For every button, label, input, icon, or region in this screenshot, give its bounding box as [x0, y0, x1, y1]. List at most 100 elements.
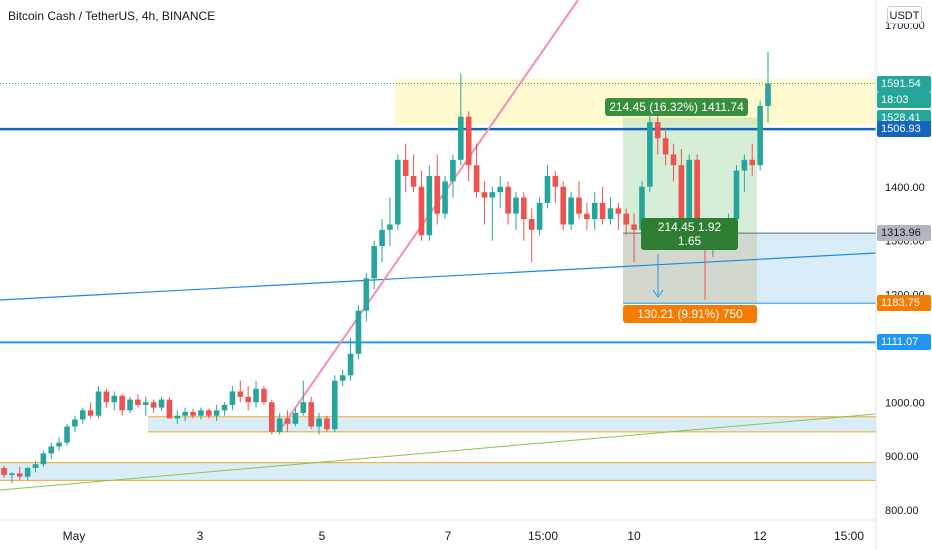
candle-body — [733, 170, 740, 220]
time-tick-label: 15:00 — [528, 529, 558, 543]
price-tick-label: 900.00 — [885, 451, 919, 463]
candle-body — [489, 192, 496, 198]
candle-body — [332, 380, 338, 430]
stop-label: 130.21 (9.91%) 750 — [623, 305, 757, 323]
candle-body — [347, 353, 354, 376]
candle-body — [363, 278, 370, 311]
time-tick-label: 15:00 — [834, 529, 864, 543]
time-tick-label: 10 — [627, 529, 641, 543]
candle-body — [103, 391, 110, 403]
candle-body — [607, 208, 614, 220]
candle-body — [560, 186, 567, 225]
zones-layer — [0, 79, 876, 481]
candle-body — [190, 411, 196, 416]
candle-body — [528, 219, 535, 230]
candle-body — [379, 229, 385, 247]
candle-body — [355, 310, 362, 354]
stop-label-bg — [623, 305, 757, 323]
candle-body — [584, 213, 590, 220]
time-tick-label: 5 — [319, 529, 326, 543]
candle-body — [434, 175, 440, 214]
price-tag: 1506.93 — [877, 121, 931, 138]
zone-box — [0, 462, 876, 481]
candle-body — [300, 402, 307, 414]
candle-body — [324, 418, 330, 430]
candle-body — [521, 197, 527, 220]
candle-body — [670, 154, 677, 166]
candle-body — [395, 159, 401, 225]
candle-body — [16, 473, 23, 477]
price-tag: 1111.07 — [877, 334, 931, 351]
candle-body — [410, 175, 417, 187]
candle-body — [686, 159, 693, 220]
price-tag: 1183.75 — [877, 295, 931, 312]
chart-title: Bitcoin Cash / TetherUS, 4h, BINANCE — [8, 9, 216, 23]
candle-body — [198, 410, 204, 416]
candle-body — [749, 159, 756, 166]
candle-body — [654, 122, 661, 139]
price-tick-label: 1400.00 — [885, 182, 925, 194]
candle-body — [473, 165, 480, 193]
candle-body — [166, 399, 173, 419]
target-label-text: 214.45 (16.32%) 1411.74 — [609, 100, 744, 114]
candle-body — [591, 202, 598, 220]
candle-body — [213, 410, 220, 416]
candle-body — [647, 122, 653, 187]
time-axis-layer: May 3 5 7 15:00 10 12 15:00 — [0, 519, 876, 543]
position-tool-layer: 214.45 (16.32%) 1411.74 214.45 1.921.65 13… — [605, 98, 757, 323]
candle-body — [308, 402, 314, 427]
stop-arrow-head — [652, 289, 664, 298]
candle-body — [371, 246, 377, 279]
risk-reward-label-text: 1.65 — [678, 234, 702, 248]
candle-body — [678, 165, 685, 220]
candle-body — [599, 202, 606, 220]
candle-body — [513, 197, 519, 214]
candle-body — [292, 413, 299, 424]
candle-body — [135, 399, 141, 405]
time-tick-label: 12 — [753, 529, 767, 543]
candle-body — [481, 192, 488, 198]
candle-body — [48, 446, 55, 454]
candle-body — [253, 388, 259, 403]
price-tag: 1591.54 — [877, 75, 931, 92]
candle-body — [615, 208, 622, 214]
candle-body — [229, 391, 236, 405]
candle-body — [182, 411, 188, 416]
candle-body — [631, 224, 637, 230]
candle-body — [402, 159, 409, 176]
candle-body — [127, 399, 133, 411]
candle-body — [387, 224, 393, 230]
risk-reward-label-text: 214.45 1.92 — [658, 220, 722, 234]
candle-body — [442, 181, 448, 214]
candle-body — [87, 410, 94, 416]
green-trend-line — [0, 413, 877, 491]
currency-button[interactable]: USDT — [887, 6, 922, 24]
candle-body — [576, 197, 582, 214]
stop-label-text: 130.21 (9.91%) 750 — [637, 307, 743, 321]
price-tick-label: 1000.00 — [885, 397, 925, 409]
candle-body — [284, 418, 291, 424]
candle-body — [158, 399, 165, 408]
candle-body — [79, 410, 86, 420]
candle-body — [450, 159, 456, 182]
candle-body — [24, 467, 31, 477]
time-tick-label: 3 — [197, 529, 204, 543]
candle-body — [536, 202, 543, 230]
candle-body — [497, 186, 504, 193]
candle-body — [245, 396, 251, 403]
candle-body — [418, 186, 425, 236]
candle-body — [765, 83, 771, 106]
candle-body — [174, 415, 181, 419]
candle-body — [339, 375, 346, 381]
candle-body — [221, 404, 228, 411]
candle-body — [268, 402, 275, 432]
candle-body — [505, 186, 511, 214]
candle-body — [458, 116, 464, 160]
target-label-bg — [605, 98, 748, 116]
candle-body — [741, 159, 748, 171]
candle-body — [237, 391, 244, 397]
candle-body — [316, 418, 322, 427]
candle-body — [639, 186, 645, 230]
candle-body — [662, 138, 669, 155]
